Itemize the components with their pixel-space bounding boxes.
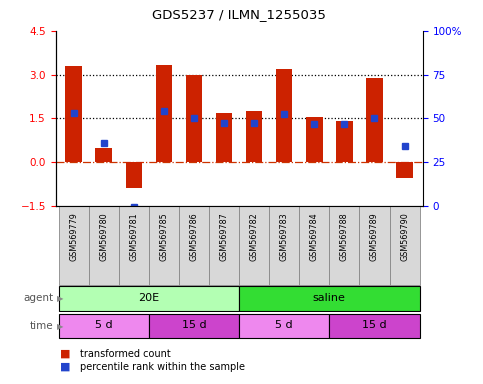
- Bar: [156, 65, 172, 162]
- Text: GSM569780: GSM569780: [99, 212, 108, 261]
- Text: GSM569784: GSM569784: [310, 212, 319, 261]
- Bar: [239, 206, 269, 285]
- Bar: [269, 206, 299, 285]
- Bar: [209, 206, 239, 285]
- Bar: [126, 162, 142, 189]
- Bar: [216, 113, 232, 162]
- Bar: [366, 78, 383, 162]
- Text: 5 d: 5 d: [95, 321, 113, 331]
- Text: GSM569783: GSM569783: [280, 212, 289, 261]
- Bar: [58, 206, 89, 285]
- Bar: [299, 206, 329, 285]
- Text: agent: agent: [23, 293, 53, 303]
- Text: 15 d: 15 d: [182, 321, 206, 331]
- Text: 15 d: 15 d: [362, 321, 387, 331]
- Bar: [119, 206, 149, 285]
- Bar: [239, 286, 420, 311]
- Text: GSM569786: GSM569786: [189, 212, 199, 261]
- Bar: [239, 314, 329, 338]
- Bar: [149, 314, 239, 338]
- Text: ▶: ▶: [57, 294, 63, 303]
- Text: GSM569789: GSM569789: [370, 212, 379, 261]
- Bar: [276, 69, 293, 162]
- Bar: [389, 206, 420, 285]
- Bar: [96, 147, 112, 162]
- Text: saline: saline: [313, 293, 346, 303]
- Text: GDS5237 / ILMN_1255035: GDS5237 / ILMN_1255035: [152, 8, 326, 22]
- Bar: [58, 286, 239, 311]
- Text: 20E: 20E: [138, 293, 159, 303]
- Text: percentile rank within the sample: percentile rank within the sample: [80, 362, 245, 372]
- Text: GSM569782: GSM569782: [250, 212, 258, 261]
- Text: GSM569788: GSM569788: [340, 212, 349, 261]
- Text: GSM569787: GSM569787: [220, 212, 228, 261]
- Bar: [89, 206, 119, 285]
- Bar: [359, 206, 389, 285]
- Bar: [396, 162, 413, 178]
- Bar: [179, 206, 209, 285]
- Bar: [306, 117, 323, 162]
- Bar: [246, 111, 262, 162]
- Text: GSM569790: GSM569790: [400, 212, 409, 261]
- Bar: [65, 66, 82, 162]
- Bar: [185, 75, 202, 162]
- Text: 5 d: 5 d: [275, 321, 293, 331]
- Bar: [58, 314, 149, 338]
- Text: ▶: ▶: [57, 321, 63, 331]
- Text: transformed count: transformed count: [80, 349, 170, 359]
- Text: GSM569779: GSM569779: [69, 212, 78, 261]
- Bar: [149, 206, 179, 285]
- Bar: [329, 206, 359, 285]
- Text: time: time: [29, 321, 53, 331]
- Text: ■: ■: [60, 362, 71, 372]
- Bar: [336, 121, 353, 162]
- Text: ■: ■: [60, 349, 71, 359]
- Text: GSM569781: GSM569781: [129, 212, 138, 261]
- Bar: [329, 314, 420, 338]
- Text: GSM569785: GSM569785: [159, 212, 169, 261]
